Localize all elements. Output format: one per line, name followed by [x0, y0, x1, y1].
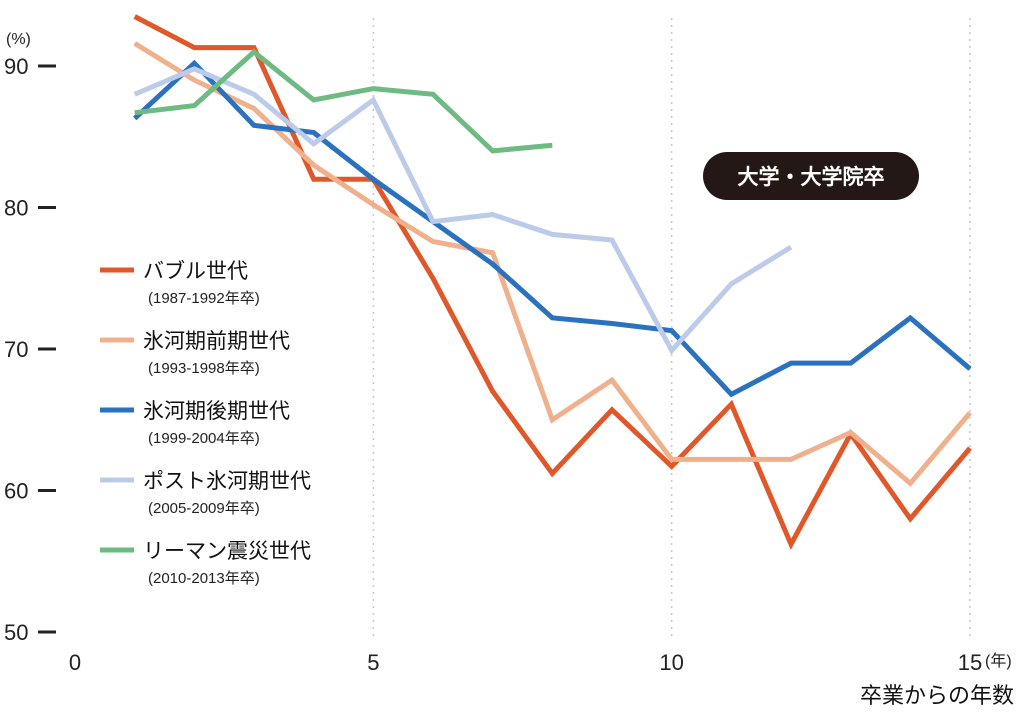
legend-name-4: リーマン震災世代 [143, 539, 311, 563]
category-badge: 大学・大学院卒 [703, 152, 919, 200]
legend-period-2: (1999-2004年卒) [148, 430, 260, 447]
x-unit-label: (年) [985, 652, 1012, 670]
series-line-4 [134, 48, 553, 154]
y-tick-label-70: 70 [4, 337, 28, 362]
badge-label: 大学・大学院卒 [738, 165, 885, 189]
y-tick-label-80: 80 [4, 196, 28, 221]
badge-background [703, 152, 919, 200]
legend-period-4: (2010-2013年卒) [148, 570, 260, 587]
legend: バブル世代 (1987-1992年卒) 氷河期前期世代 (1993-1998年卒) 氷河… [100, 259, 311, 587]
x-tick-label-5: 5 [367, 650, 379, 675]
legend-name-0: バブル世代 [143, 259, 248, 283]
series-line-2 [133, 59, 972, 398]
x-axis: (年) 卒業からの年数 0 5 10 15 [69, 650, 1014, 709]
legend-name-1: 氷河期前期世代 [143, 329, 290, 353]
legend-period-3: (2005-2009年卒) [148, 500, 260, 517]
y-tick-label-50: 50 [4, 620, 28, 645]
legend-name-3: ポスト氷河期世代 [143, 469, 311, 493]
y-tick-label-60: 60 [4, 479, 28, 504]
series-lines [133, 14, 972, 551]
x-tick-label-0: 0 [69, 650, 81, 675]
x-tick-label-10: 10 [659, 650, 683, 675]
series-line-0 [133, 14, 972, 551]
x-axis-title: 卒業からの年数 [860, 684, 1014, 709]
y-unit-label: (%) [6, 31, 31, 48]
x-tick-label-15: 15 [958, 650, 982, 675]
grid-lines [372, 18, 971, 638]
legend-period-0: (1987-1992年卒) [148, 290, 260, 307]
legend-period-1: (1993-1998年卒) [148, 360, 260, 377]
legend-name-2: 氷河期後期世代 [143, 399, 290, 423]
y-axis: (%) 50 60 70 80 90 [4, 31, 56, 645]
series-line-3 [133, 66, 793, 355]
y-tick-label-90: 90 [4, 54, 28, 79]
